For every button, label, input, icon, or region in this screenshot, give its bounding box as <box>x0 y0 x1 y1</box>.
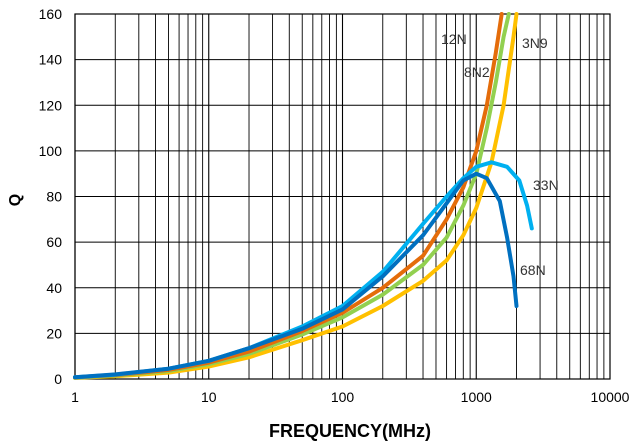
x-tick-label: 10 <box>201 389 217 405</box>
y-tick-label: 160 <box>39 6 63 22</box>
series-lines <box>73 12 534 380</box>
y-tick-label: 40 <box>46 280 62 296</box>
series-line-8n2 <box>73 12 511 380</box>
x-tick-label: 1000 <box>461 389 492 405</box>
x-tick-label: 100 <box>331 389 355 405</box>
series-label-12n: 12N <box>441 31 467 47</box>
y-axis-title: Q <box>7 194 24 206</box>
y-tick-label: 120 <box>39 97 63 113</box>
plot-frame <box>74 13 611 380</box>
y-tick-label: 0 <box>54 371 62 387</box>
grid <box>74 13 610 380</box>
x-axis-title: FREQUENCY(MHz) <box>269 421 431 441</box>
y-tick-label: 60 <box>46 234 62 250</box>
y-tick-labels: 0 20 40 60 80 100 120 140 160 <box>39 6 63 387</box>
series-label-3n9: 3N9 <box>522 35 548 51</box>
series-line-68n <box>73 171 519 380</box>
x-tick-label: 10000 <box>591 389 630 405</box>
y-tick-label: 140 <box>39 52 63 68</box>
series-label-68n: 68N <box>520 262 546 278</box>
y-tick-label: 80 <box>46 189 62 205</box>
series-label-8n2: 8N2 <box>464 64 490 80</box>
y-tick-label: 100 <box>39 143 63 159</box>
series-label-33n: 33N <box>533 177 559 193</box>
y-tick-label: 20 <box>46 325 62 341</box>
x-tick-label: 1 <box>71 389 79 405</box>
x-tick-labels: 1 10 100 1000 10000 <box>71 389 630 405</box>
